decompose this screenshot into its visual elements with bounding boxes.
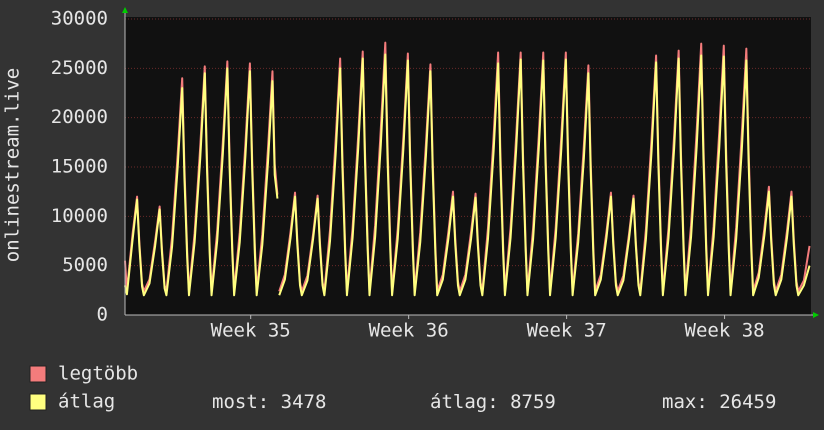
stat-value: 8759 xyxy=(510,391,556,413)
legend: legtöbb átlag xyxy=(29,363,138,413)
y-arrow xyxy=(122,7,128,13)
x-tick-label: Week 38 xyxy=(685,320,765,342)
stat: átlag: 8759 xyxy=(430,391,556,413)
y-tick-label: 0 xyxy=(97,304,108,326)
legend-swatch xyxy=(29,365,47,383)
stat-label: max: xyxy=(662,391,708,413)
stat-value: 3478 xyxy=(281,391,327,413)
y-tick-label: 30000 xyxy=(51,8,108,30)
x-tick-label: Week 35 xyxy=(211,320,291,342)
series-line xyxy=(124,53,811,297)
x-tick-label: Week 37 xyxy=(527,320,607,342)
stat-label: átlag: xyxy=(430,391,499,413)
stat-label: most: xyxy=(212,391,269,413)
y-tick-label: 10000 xyxy=(51,205,108,227)
y-tick-label: 20000 xyxy=(51,106,108,128)
y-axis-label: onlinestream.live xyxy=(2,68,24,262)
y-tick-label: 5000 xyxy=(62,254,108,276)
legend-swatch xyxy=(29,393,47,411)
lines xyxy=(124,41,811,297)
x-arrow xyxy=(813,312,819,318)
stat-value: 26459 xyxy=(719,391,776,413)
legend-label: legtöbb xyxy=(58,363,138,385)
legend-label: átlag xyxy=(58,391,115,413)
x-tick-label: Week 36 xyxy=(369,320,449,342)
y-tick-label: 25000 xyxy=(51,57,108,79)
stat: max: 26459 xyxy=(662,391,776,413)
stat: most: 3478 xyxy=(212,391,326,413)
y-tick-label: 15000 xyxy=(51,156,108,178)
